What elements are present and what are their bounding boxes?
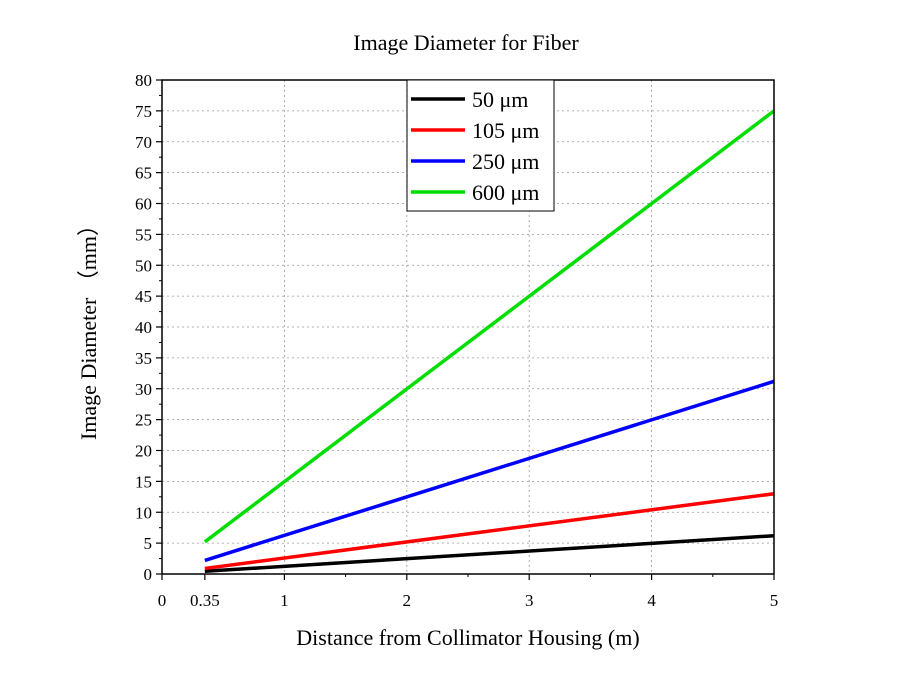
legend-label: 50 μm bbox=[472, 87, 528, 112]
y-tick-label: 55 bbox=[135, 225, 152, 244]
y-tick-label: 60 bbox=[135, 195, 152, 214]
y-tick-label: 75 bbox=[135, 102, 152, 121]
y-tick-label: 30 bbox=[135, 380, 152, 399]
x-tick-label: 2 bbox=[403, 591, 412, 610]
y-tick-label: 10 bbox=[135, 503, 152, 522]
x-axis-label: Distance from Collimator Housing (m) bbox=[296, 625, 639, 650]
x-axis: 0 0.35 1 2 3 4 5 bbox=[158, 574, 779, 610]
series-line bbox=[203, 109, 776, 544]
y-tick-label: 15 bbox=[135, 472, 152, 491]
legend-box bbox=[406, 79, 555, 212]
y-axis-label: Image Diameter （mm） bbox=[76, 214, 101, 440]
legend-label: 250 μm bbox=[472, 149, 539, 174]
series-line bbox=[204, 379, 775, 563]
series-group bbox=[203, 109, 776, 574]
y-tick-label: 80 bbox=[135, 71, 152, 90]
x-tick-label: 0 bbox=[158, 591, 167, 610]
y-tick-label: 65 bbox=[135, 164, 152, 183]
x-tick-label: 4 bbox=[647, 591, 656, 610]
y-tick-label: 35 bbox=[135, 349, 152, 368]
x-tick-label: 3 bbox=[525, 591, 534, 610]
y-tick-label: 50 bbox=[135, 256, 152, 275]
y-axis: 0 5 10 15 20 25 30 35 40 45 50 55 60 65 70 75 80 bbox=[135, 71, 162, 584]
y-tick-label: 20 bbox=[135, 442, 152, 461]
y-tick-label: 0 bbox=[144, 565, 153, 584]
x-tick-label: 0.35 bbox=[190, 591, 220, 610]
legend-label: 105 μm bbox=[472, 118, 539, 143]
y-tick-label: 40 bbox=[135, 318, 152, 337]
series-line bbox=[204, 533, 775, 574]
x-tick-label: 5 bbox=[770, 591, 779, 610]
y-tick-label: 5 bbox=[144, 534, 153, 553]
y-tick-label: 45 bbox=[135, 287, 152, 306]
y-tick-label: 70 bbox=[135, 133, 152, 152]
legend-label: 600 μm bbox=[472, 180, 539, 205]
x-tick-label: 1 bbox=[280, 591, 289, 610]
legend: 50 μm 105 μm 250 μm 600 μm bbox=[406, 79, 555, 212]
series-line bbox=[204, 491, 775, 571]
chart-title: Image Diameter for Fiber bbox=[353, 30, 579, 55]
y-tick-label: 25 bbox=[135, 411, 152, 430]
